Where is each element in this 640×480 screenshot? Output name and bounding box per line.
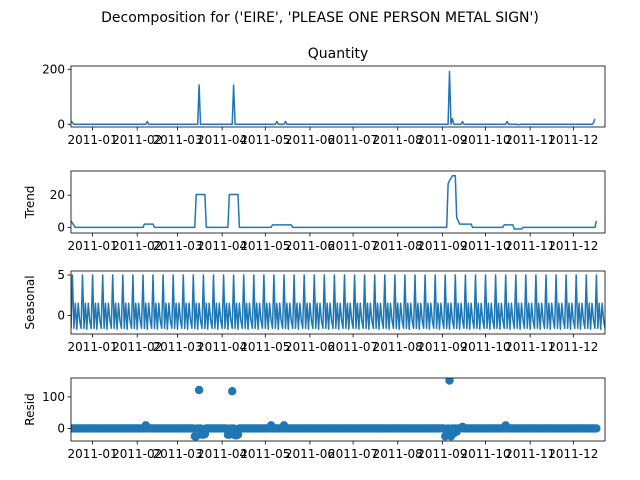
x-tick-label: 2011-07: [328, 447, 378, 461]
panel-seasonal: 052011-012011-022011-032011-042011-05201…: [23, 268, 606, 354]
x-tick-label: 2011-01: [68, 133, 118, 147]
x-tick-label: 2011-04: [197, 447, 247, 461]
x-tick-label: 2011-08: [373, 340, 423, 354]
figure-suptitle: Decomposition for ('EIRE', 'PLEASE ONE P…: [101, 10, 539, 26]
x-tick-label: 2011-12: [548, 239, 598, 253]
panel-title: Quantity: [308, 46, 369, 62]
y-axis-label: Resid: [23, 393, 37, 425]
resid-point: [194, 385, 204, 395]
x-tick-label: 2011-09: [417, 447, 467, 461]
axes-frame-resid: [70, 377, 606, 442]
y-axis-label: Seasonal: [23, 275, 37, 329]
resid-point: [592, 424, 601, 433]
x-tick-label: 2011-09: [417, 133, 467, 147]
axes-frame-seasonal: [70, 270, 606, 335]
x-tick-label: 2011-10: [460, 239, 510, 253]
y-tick-label: 0: [57, 421, 65, 435]
x-tick-label: 2011-05: [240, 447, 290, 461]
panel-quantity: 02002011-012011-022011-032011-042011-052…: [42, 46, 606, 147]
x-tick-label: 2011-11: [505, 239, 555, 253]
x-tick-label: 2011-01: [68, 447, 118, 461]
data-area-quantity: [71, 70, 596, 126]
x-tick-label: 2011-03: [152, 133, 202, 147]
x-tick-label: 2011-12: [548, 133, 598, 147]
axes-frame-trend: [70, 170, 606, 234]
x-tick-label: 2011-05: [240, 239, 290, 253]
resid-point: [196, 424, 205, 433]
resid-point: [228, 387, 237, 396]
x-tick-label: 2011-06: [285, 133, 335, 147]
x-tick-label: 2011-05: [240, 133, 290, 147]
data-area-seasonal: [71, 274, 605, 330]
resid-point: [229, 424, 238, 433]
x-tick-label: 2011-10: [460, 447, 510, 461]
x-tick-label: 2011-07: [328, 239, 378, 253]
x-tick-label: 2011-04: [197, 133, 247, 147]
x-tick-label: 2011-02: [112, 447, 162, 461]
y-axis-label: Trend: [23, 186, 37, 220]
y-tick-label: 0: [57, 308, 65, 322]
panel-resid: 01002011-012011-022011-032011-042011-052…: [23, 377, 606, 461]
x-tick-label: 2011-06: [285, 447, 335, 461]
x-tick-label: 2011-04: [197, 239, 247, 253]
series-line-quantity: [71, 70, 596, 126]
x-tick-label: 2011-09: [417, 340, 467, 354]
y-tick-label: 20: [50, 188, 65, 202]
x-tick-label: 2011-10: [460, 133, 510, 147]
axes-frame-quantity: [70, 65, 606, 128]
x-tick-label: 2011-08: [373, 447, 423, 461]
x-tick-label: 2011-01: [68, 340, 118, 354]
subplot-panels: 02002011-012011-022011-032011-042011-052…: [23, 46, 606, 461]
x-tick-label: 2011-04: [197, 340, 247, 354]
x-tick-label: 2011-11: [505, 447, 555, 461]
series-line-trend: [71, 175, 598, 230]
data-area-resid: [71, 378, 601, 441]
x-tick-label: 2011-12: [548, 340, 598, 354]
x-tick-label: 2011-03: [152, 447, 202, 461]
y-tick-label: 5: [57, 268, 65, 282]
resid-point: [445, 378, 454, 385]
x-tick-label: 2011-02: [112, 239, 162, 253]
data-area-trend: [71, 175, 598, 230]
x-tick-label: 2011-01: [68, 239, 118, 253]
x-tick-label: 2011-07: [328, 340, 378, 354]
series-line-seasonal: [71, 274, 605, 330]
y-tick-label: 0: [57, 220, 65, 234]
x-tick-label: 2011-06: [285, 239, 335, 253]
x-tick-label: 2011-10: [460, 340, 510, 354]
y-tick-label: 100: [42, 390, 65, 404]
x-tick-label: 2011-05: [240, 340, 290, 354]
x-tick-label: 2011-08: [373, 133, 423, 147]
x-tick-label: 2011-12: [548, 447, 598, 461]
x-tick-label: 2011-03: [152, 239, 202, 253]
panel-trend: 0202011-012011-022011-032011-042011-0520…: [23, 170, 606, 253]
x-tick-label: 2011-11: [505, 133, 555, 147]
y-tick-label: 200: [42, 62, 65, 76]
x-tick-label: 2011-11: [505, 340, 555, 354]
resid-point: [233, 430, 243, 439]
x-tick-label: 2011-03: [152, 340, 202, 354]
x-tick-label: 2011-07: [328, 133, 378, 147]
x-tick-label: 2011-09: [417, 239, 467, 253]
x-tick-label: 2011-02: [112, 340, 162, 354]
x-tick-label: 2011-02: [112, 133, 162, 147]
y-tick-label: 0: [57, 117, 65, 131]
x-tick-label: 2011-06: [285, 340, 335, 354]
x-tick-label: 2011-08: [373, 239, 423, 253]
